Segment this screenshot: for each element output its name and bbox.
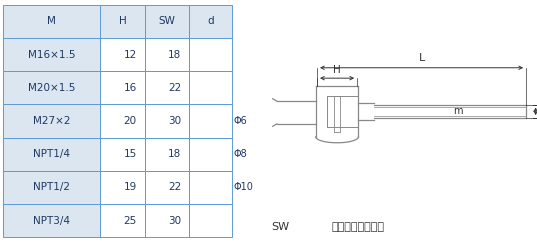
Bar xyxy=(189,5,232,38)
Bar xyxy=(144,38,189,71)
Bar xyxy=(100,5,144,38)
Text: M27×2: M27×2 xyxy=(33,116,70,126)
Bar xyxy=(144,104,189,138)
Bar xyxy=(3,5,100,38)
Text: 22: 22 xyxy=(168,83,181,93)
Text: d: d xyxy=(207,16,214,26)
Bar xyxy=(3,204,100,237)
Text: NPT1/4: NPT1/4 xyxy=(33,149,70,159)
Text: 可动内螺纹管接头: 可动内螺纹管接头 xyxy=(331,222,384,233)
Text: M20×1.5: M20×1.5 xyxy=(28,83,75,93)
Text: 30: 30 xyxy=(168,216,181,226)
Text: SW: SW xyxy=(158,16,175,26)
Text: 20: 20 xyxy=(124,116,137,126)
Bar xyxy=(144,5,189,38)
Text: 30: 30 xyxy=(168,116,181,126)
Text: H: H xyxy=(333,65,341,75)
Bar xyxy=(189,38,232,71)
Text: M16×1.5: M16×1.5 xyxy=(28,50,75,60)
Bar xyxy=(189,138,232,171)
Text: H: H xyxy=(119,16,126,26)
Bar xyxy=(3,171,100,204)
Bar xyxy=(100,104,144,138)
Bar xyxy=(189,104,232,138)
Text: m: m xyxy=(454,106,463,116)
Text: 25: 25 xyxy=(124,216,137,226)
Bar xyxy=(3,38,100,71)
Bar xyxy=(3,138,100,171)
Text: 18: 18 xyxy=(168,50,181,60)
Bar xyxy=(100,138,144,171)
Text: NPT3/4: NPT3/4 xyxy=(33,216,70,226)
Bar xyxy=(3,71,100,104)
Text: M: M xyxy=(47,16,56,26)
Bar xyxy=(144,171,189,204)
Bar xyxy=(100,204,144,237)
Text: 19: 19 xyxy=(124,182,137,192)
Bar xyxy=(189,204,232,237)
Text: Φ10: Φ10 xyxy=(233,182,253,192)
Text: SW: SW xyxy=(271,222,289,233)
Bar xyxy=(3,104,100,138)
Text: Φ6: Φ6 xyxy=(233,116,247,126)
Text: 18: 18 xyxy=(168,149,181,159)
Bar xyxy=(100,38,144,71)
Text: 15: 15 xyxy=(124,149,137,159)
Text: Φ8: Φ8 xyxy=(233,149,247,159)
Text: 22: 22 xyxy=(168,182,181,192)
Bar xyxy=(144,71,189,104)
Bar xyxy=(144,138,189,171)
Bar xyxy=(100,71,144,104)
Bar xyxy=(189,71,232,104)
Text: L: L xyxy=(418,53,425,63)
Text: 12: 12 xyxy=(124,50,137,60)
Text: NPT1/2: NPT1/2 xyxy=(33,182,70,192)
Text: 16: 16 xyxy=(124,83,137,93)
Bar xyxy=(189,171,232,204)
Bar xyxy=(144,204,189,237)
Bar xyxy=(100,171,144,204)
